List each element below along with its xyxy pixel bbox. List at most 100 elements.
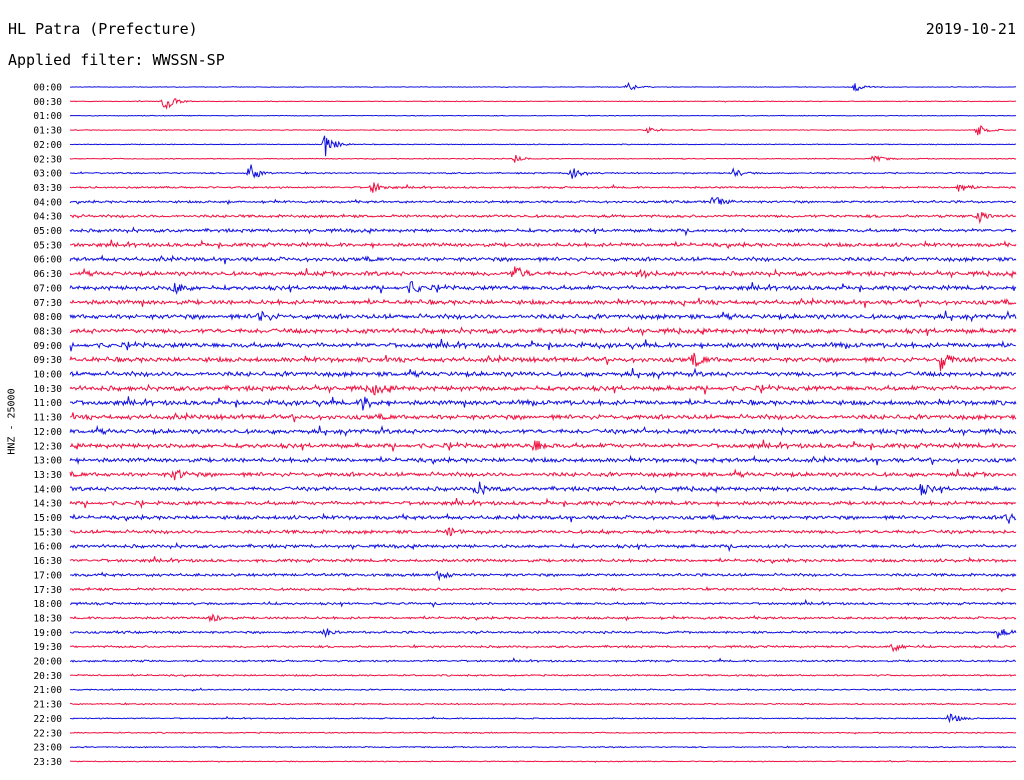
trace-1030 [69, 383, 1017, 396]
trace-2000 [69, 657, 1017, 663]
trace-1400 [69, 481, 1017, 496]
trace-0300 [69, 164, 1017, 179]
trace-1130 [69, 411, 1017, 423]
trace-0630 [69, 266, 1017, 280]
date-label: 2019-10-21 [925, 20, 1016, 38]
row-label: 22:30 [33, 728, 62, 739]
row-label: 06:30 [33, 269, 62, 280]
trace-2130 [69, 702, 1017, 706]
trace-0600 [69, 254, 1017, 265]
row-label: 16:30 [33, 556, 62, 567]
trace-1500 [69, 512, 1017, 524]
row-label: 22:00 [33, 714, 62, 725]
trace-1830 [69, 613, 1017, 623]
row-label: 18:30 [33, 613, 62, 624]
trace-2100 [69, 687, 1017, 692]
row-label: 16:00 [33, 542, 62, 553]
trace-1800 [70, 598, 1017, 608]
trace-0830 [69, 326, 1017, 337]
trace-2200 [69, 713, 1017, 724]
trace-0130 [69, 125, 1017, 136]
row-label: 08:30 [33, 326, 62, 337]
row-label: 21:30 [33, 700, 62, 711]
row-label: 13:30 [33, 470, 62, 481]
row-label: 05:30 [33, 240, 62, 251]
trace-0400 [69, 196, 1017, 206]
trace-1230 [69, 439, 1017, 452]
trace-0530 [69, 239, 1017, 250]
trace-1630 [69, 556, 1017, 565]
trace-0500 [69, 226, 1017, 237]
trace-0800 [69, 310, 1017, 323]
row-label: 05:00 [33, 226, 62, 237]
trace-0730 [69, 297, 1017, 308]
trace-2230 [69, 731, 1017, 735]
row-label: 17:30 [33, 585, 62, 596]
row-label: 19:30 [33, 642, 62, 653]
row-label: 19:00 [33, 628, 62, 639]
row-label: 14:00 [33, 484, 62, 495]
row-label: 03:30 [33, 183, 62, 194]
trace-1600 [69, 541, 1017, 553]
trace-1000 [69, 367, 1017, 380]
trace-0430 [70, 211, 1017, 225]
row-label: 23:00 [33, 743, 62, 754]
row-label: 13:00 [33, 456, 62, 467]
trace-1330 [69, 468, 1017, 481]
trace-group [69, 81, 1017, 764]
row-label: 03:00 [33, 169, 62, 180]
trace-1730 [69, 585, 1017, 593]
trace-0000 [69, 81, 1017, 92]
row-label: 14:30 [33, 499, 62, 510]
row-label: 12:30 [33, 441, 62, 452]
tick-label-group: 00:00 00:30 01:00 01:30 02:00 02:30 03:00 03:30… [33, 83, 62, 768]
trace-2030 [69, 673, 1017, 678]
row-label: 12:00 [33, 427, 62, 438]
trace-1430 [69, 497, 1017, 510]
trace-2300 [69, 745, 1017, 749]
trace-1300 [69, 454, 1017, 466]
trace-1530 [69, 527, 1017, 537]
row-label: 11:30 [33, 413, 62, 424]
trace-0230 [69, 154, 1017, 163]
trace-1700 [69, 570, 1017, 582]
filter-label: Applied filter: WWSSN-SP [8, 51, 225, 69]
trace-1200 [69, 424, 1017, 437]
trace-0700 [69, 280, 1017, 296]
row-label: 07:30 [33, 298, 62, 309]
trace-0100 [69, 114, 1017, 117]
trace-1100 [69, 396, 1017, 411]
row-label: 02:00 [33, 140, 62, 151]
row-label: 11:00 [33, 398, 62, 409]
row-label: 02:30 [33, 154, 62, 165]
station-title: HL Patra (Prefecture) [8, 20, 198, 38]
trace-0030 [69, 98, 1017, 111]
row-label: 21:00 [33, 685, 62, 696]
row-label: 04:30 [33, 212, 62, 223]
trace-1900 [69, 628, 1017, 639]
row-label: 04:00 [33, 197, 62, 208]
row-label: 15:30 [33, 527, 62, 538]
row-label: 20:30 [33, 671, 62, 682]
row-label: 09:30 [33, 355, 62, 366]
row-label: 07:00 [33, 283, 62, 294]
row-label: 01:00 [33, 111, 62, 122]
row-label: 20:00 [33, 657, 62, 668]
trace-1930 [69, 643, 1017, 653]
row-label: 00:30 [33, 97, 62, 108]
row-label: 06:00 [33, 255, 62, 266]
trace-0930 [69, 352, 1017, 372]
row-label: 10:00 [33, 370, 62, 381]
row-label: 00:00 [33, 83, 62, 94]
row-label: 15:00 [33, 513, 62, 524]
row-label: 01:30 [33, 126, 62, 137]
row-label: 23:30 [33, 757, 62, 768]
row-label: 09:00 [33, 341, 62, 352]
row-label: 17:00 [33, 570, 62, 581]
row-label: 08:00 [33, 312, 62, 323]
trace-0330 [69, 182, 1017, 193]
trace-0900 [69, 338, 1017, 352]
row-label: 18:00 [33, 599, 62, 610]
row-label: 10:30 [33, 384, 62, 395]
